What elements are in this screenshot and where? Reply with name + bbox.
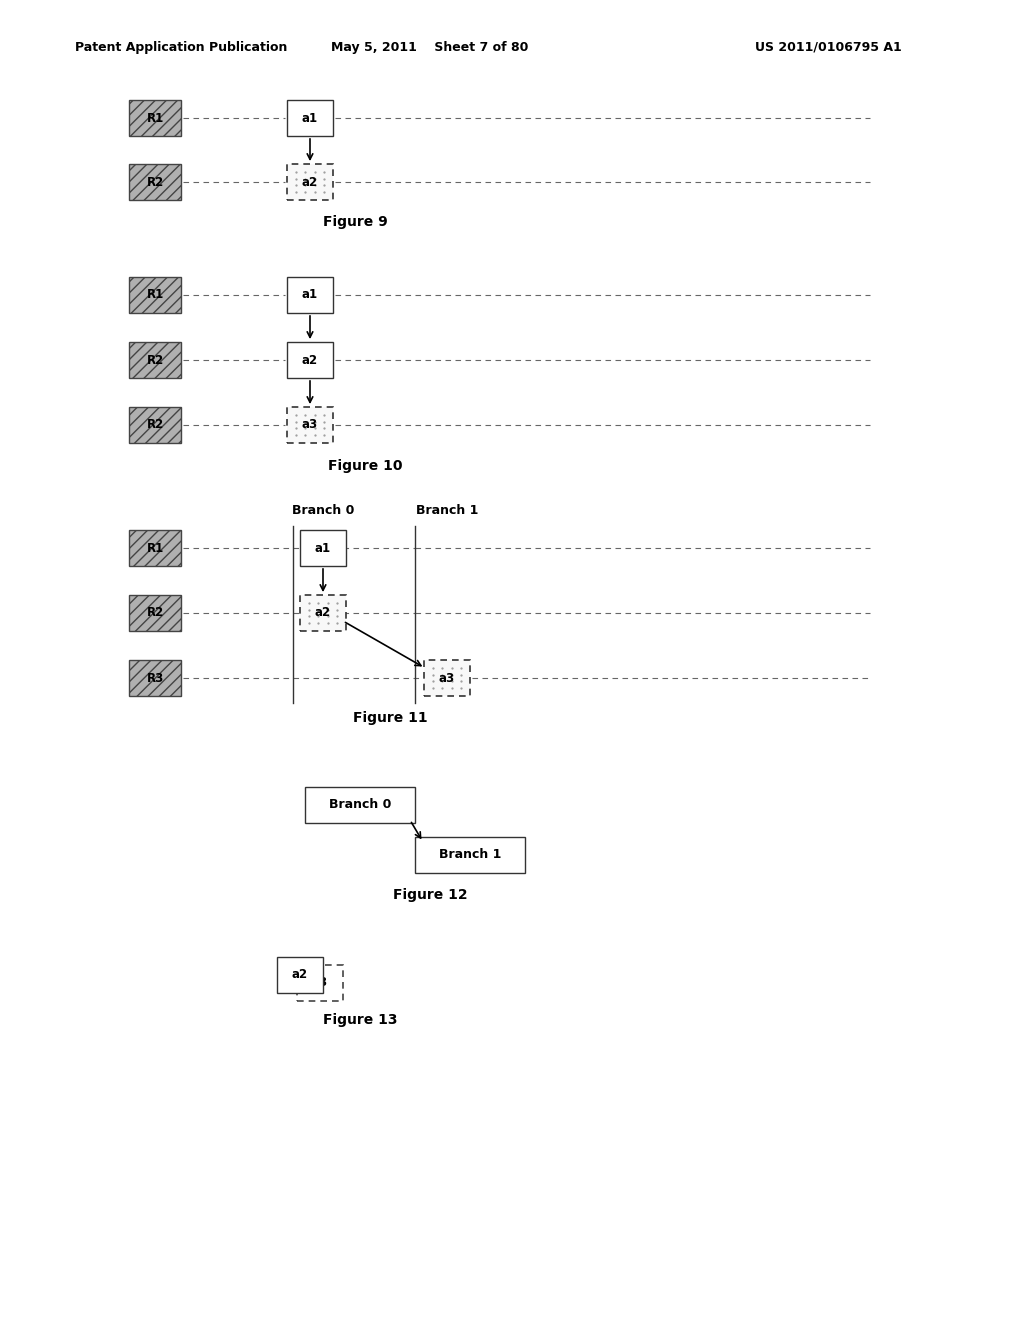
Text: R2: R2 — [146, 176, 164, 189]
Text: a3: a3 — [439, 672, 455, 685]
Bar — [300, 595, 346, 631]
Text: Branch 1: Branch 1 — [439, 849, 501, 862]
Bar — [129, 595, 181, 631]
Bar — [424, 660, 470, 696]
Text: US 2011/0106795 A1: US 2011/0106795 A1 — [755, 41, 902, 54]
Text: a1: a1 — [302, 289, 318, 301]
Text: Patent Application Publication: Patent Application Publication — [75, 41, 288, 54]
Bar — [305, 787, 415, 822]
Text: Branch 0: Branch 0 — [329, 799, 391, 812]
Bar — [129, 660, 181, 696]
Text: R1: R1 — [146, 111, 164, 124]
Bar — [129, 407, 181, 444]
Text: Figure 13: Figure 13 — [323, 1012, 397, 1027]
Text: Figure 12: Figure 12 — [392, 888, 467, 902]
Text: a2: a2 — [292, 969, 308, 982]
Text: a2: a2 — [302, 354, 318, 367]
Text: a3: a3 — [312, 977, 328, 990]
Text: R2: R2 — [146, 606, 164, 619]
Bar — [129, 277, 181, 313]
Text: a2: a2 — [315, 606, 331, 619]
Text: May 5, 2011    Sheet 7 of 80: May 5, 2011 Sheet 7 of 80 — [332, 41, 528, 54]
Text: a1: a1 — [315, 541, 331, 554]
Text: Figure 11: Figure 11 — [352, 711, 427, 725]
Text: Branch 0: Branch 0 — [292, 503, 354, 516]
Text: R2: R2 — [146, 418, 164, 432]
Text: R2: R2 — [146, 354, 164, 367]
Bar — [287, 100, 333, 136]
Text: a2: a2 — [302, 176, 318, 189]
Bar — [129, 164, 181, 201]
Bar — [278, 957, 323, 993]
Bar — [287, 407, 333, 444]
Text: Branch 1: Branch 1 — [416, 503, 478, 516]
Text: R1: R1 — [146, 289, 164, 301]
Text: R1: R1 — [146, 541, 164, 554]
Bar — [287, 342, 333, 378]
Bar — [129, 531, 181, 566]
Text: Figure 9: Figure 9 — [323, 215, 387, 228]
Bar — [287, 277, 333, 313]
Text: R3: R3 — [146, 672, 164, 685]
Bar — [129, 342, 181, 378]
Bar — [287, 164, 333, 201]
Text: Figure 10: Figure 10 — [328, 459, 402, 473]
Bar — [297, 965, 343, 1001]
Text: a3: a3 — [302, 418, 318, 432]
Bar — [129, 100, 181, 136]
Bar — [415, 837, 525, 873]
Bar — [300, 531, 346, 566]
Text: a1: a1 — [302, 111, 318, 124]
